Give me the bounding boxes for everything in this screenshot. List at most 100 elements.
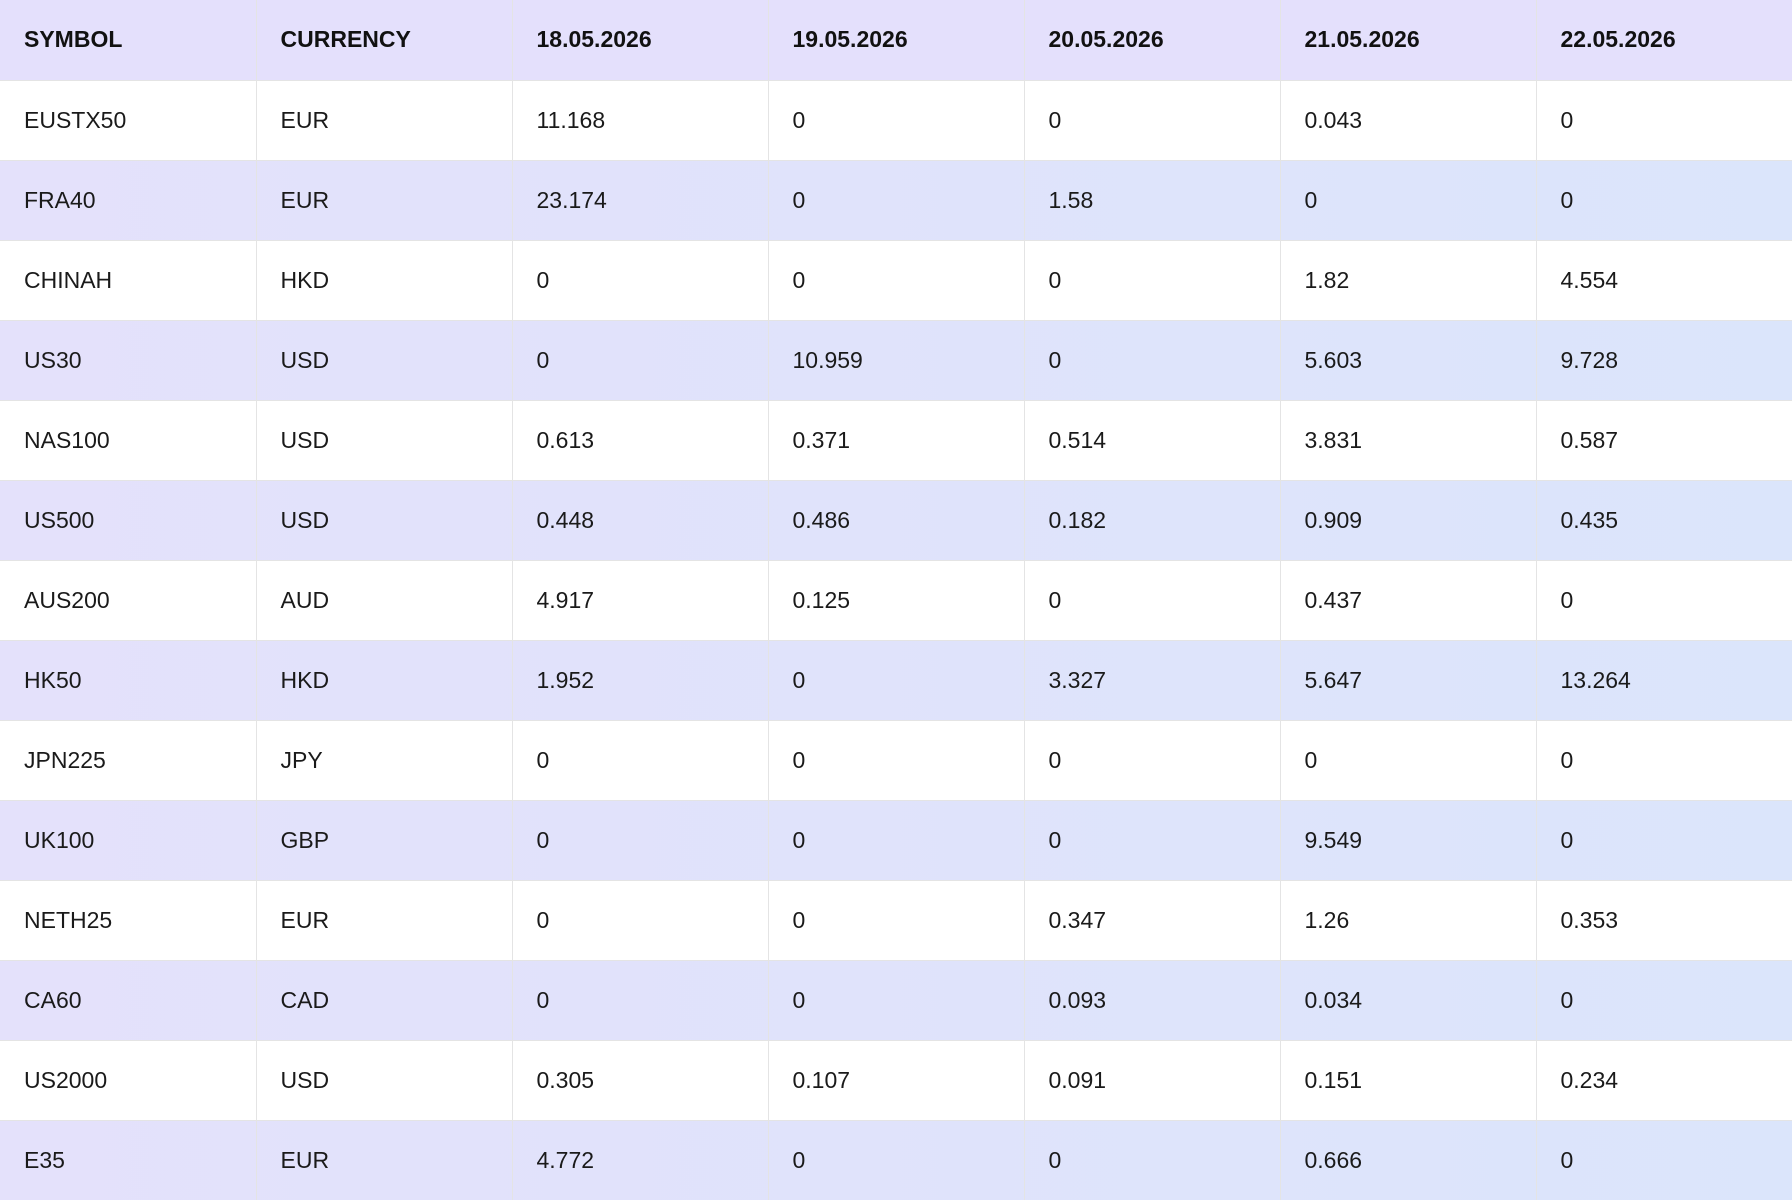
header-cell: 20.05.2026 [1024, 0, 1281, 81]
table-cell: 3.327 [1024, 640, 1281, 721]
table-cell: NETH25 [0, 880, 257, 961]
table-cell: 0.093 [1024, 960, 1281, 1041]
table-cell: 4.772 [512, 1120, 769, 1200]
table-cell: EUR [256, 880, 513, 961]
table-row: US30 USD 0 10.959 0 5.603 9.728 [0, 320, 1792, 401]
table-cell: NAS100 [0, 400, 257, 481]
table-cell: 0.371 [768, 400, 1025, 481]
table-cell: 0 [512, 240, 769, 321]
table-cell: 0 [1024, 720, 1281, 801]
table-cell: 1.82 [1280, 240, 1537, 321]
table-cell: 0 [1536, 800, 1792, 881]
table-cell: EUR [256, 1120, 513, 1200]
table-body: EUSTX50 EUR 11.168 0 0 0.043 0 FRA40 EUR 23.174 0 1… [0, 80, 1792, 1200]
table-cell: 0 [768, 960, 1025, 1041]
table-cell: USD [256, 480, 513, 561]
table-cell: 0 [768, 640, 1025, 721]
table-cell: 0.043 [1280, 80, 1537, 161]
table-cell: 0.151 [1280, 1040, 1537, 1121]
table-cell: AUD [256, 560, 513, 641]
table-row: AUS200 AUD 4.917 0.125 0 0.437 0 [0, 560, 1792, 641]
table-row: NETH25 EUR 0 0 0.347 1.26 0.353 [0, 880, 1792, 961]
table-row: HK50 HKD 1.952 0 3.327 5.647 13.264 [0, 640, 1792, 721]
table-row: E35 EUR 4.772 0 0 0.666 0 [0, 1120, 1792, 1200]
table-cell: 4.917 [512, 560, 769, 641]
table-cell: 1.58 [1024, 160, 1281, 241]
table-cell: 0 [512, 320, 769, 401]
table-cell: 0 [512, 720, 769, 801]
table-cell: 0.034 [1280, 960, 1537, 1041]
header-cell: 21.05.2026 [1280, 0, 1537, 81]
table-cell: 0 [1024, 320, 1281, 401]
table-row: NAS100 USD 0.613 0.371 0.514 3.831 0.587 [0, 400, 1792, 481]
table-cell: US2000 [0, 1040, 257, 1121]
table-cell: FRA40 [0, 160, 257, 241]
table-cell: UK100 [0, 800, 257, 881]
table-cell: US30 [0, 320, 257, 401]
table-cell: 0 [512, 960, 769, 1041]
header-cell: 22.05.2026 [1536, 0, 1792, 81]
table-cell: USD [256, 1040, 513, 1121]
table-cell: 13.264 [1536, 640, 1792, 721]
table-cell: 0 [1536, 960, 1792, 1041]
table-cell: 0.437 [1280, 560, 1537, 641]
table-row: JPN225 JPY 0 0 0 0 0 [0, 720, 1792, 801]
table-cell: 0.125 [768, 560, 1025, 641]
table-cell: 0 [768, 800, 1025, 881]
table-cell: 0 [1280, 720, 1537, 801]
table-cell: HK50 [0, 640, 257, 721]
table-cell: 0 [1280, 160, 1537, 241]
table-cell: GBP [256, 800, 513, 881]
table-cell: 0 [512, 800, 769, 881]
table-cell: CA60 [0, 960, 257, 1041]
table-cell: EUSTX50 [0, 80, 257, 161]
table-cell: 0 [768, 1120, 1025, 1200]
table-cell: 0 [768, 240, 1025, 321]
header-cell: SYMBOL [0, 0, 257, 81]
table-cell: 0.091 [1024, 1040, 1281, 1121]
table-cell: 0.435 [1536, 480, 1792, 561]
header-row: SYMBOL CURRENCY 18.05.2026 19.05.2026 20.05.… [0, 0, 1792, 81]
table-cell: 0 [768, 160, 1025, 241]
table-cell: 1.952 [512, 640, 769, 721]
table-cell: 1.26 [1280, 880, 1537, 961]
table-cell: CHINAH [0, 240, 257, 321]
table-cell: EUR [256, 160, 513, 241]
table-cell: HKD [256, 240, 513, 321]
table-cell: USD [256, 320, 513, 401]
table-cell: HKD [256, 640, 513, 721]
table-cell: 0 [1536, 720, 1792, 801]
table-row: CA60 CAD 0 0 0.093 0.034 0 [0, 960, 1792, 1041]
table-cell: AUS200 [0, 560, 257, 641]
table-cell: 0.514 [1024, 400, 1281, 481]
table-row: EUSTX50 EUR 11.168 0 0 0.043 0 [0, 80, 1792, 161]
table-cell: JPY [256, 720, 513, 801]
table-cell: 0.486 [768, 480, 1025, 561]
table-cell: 9.728 [1536, 320, 1792, 401]
table-cell: 0 [768, 880, 1025, 961]
table-cell: 0 [1024, 1120, 1281, 1200]
table-cell: 3.831 [1280, 400, 1537, 481]
table-cell: EUR [256, 80, 513, 161]
table-row: CHINAH HKD 0 0 0 1.82 4.554 [0, 240, 1792, 321]
table-cell: US500 [0, 480, 257, 561]
table-cell: 23.174 [512, 160, 769, 241]
table-row: US500 USD 0.448 0.486 0.182 0.909 0.435 [0, 480, 1792, 561]
table-cell: 0.234 [1536, 1040, 1792, 1121]
table-cell: CAD [256, 960, 513, 1041]
table-cell: 0.666 [1280, 1120, 1537, 1200]
table-cell: 0.613 [512, 400, 769, 481]
header-cell: 19.05.2026 [768, 0, 1025, 81]
table-cell: 0 [1024, 560, 1281, 641]
table-cell: 0.353 [1536, 880, 1792, 961]
table-cell: 0 [768, 720, 1025, 801]
table-cell: 0 [512, 880, 769, 961]
table-cell: 9.549 [1280, 800, 1537, 881]
table-cell: 4.554 [1536, 240, 1792, 321]
header-cell: 18.05.2026 [512, 0, 769, 81]
table-cell: 0 [1024, 80, 1281, 161]
table-cell: 0.347 [1024, 880, 1281, 961]
table-cell: 0.448 [512, 480, 769, 561]
